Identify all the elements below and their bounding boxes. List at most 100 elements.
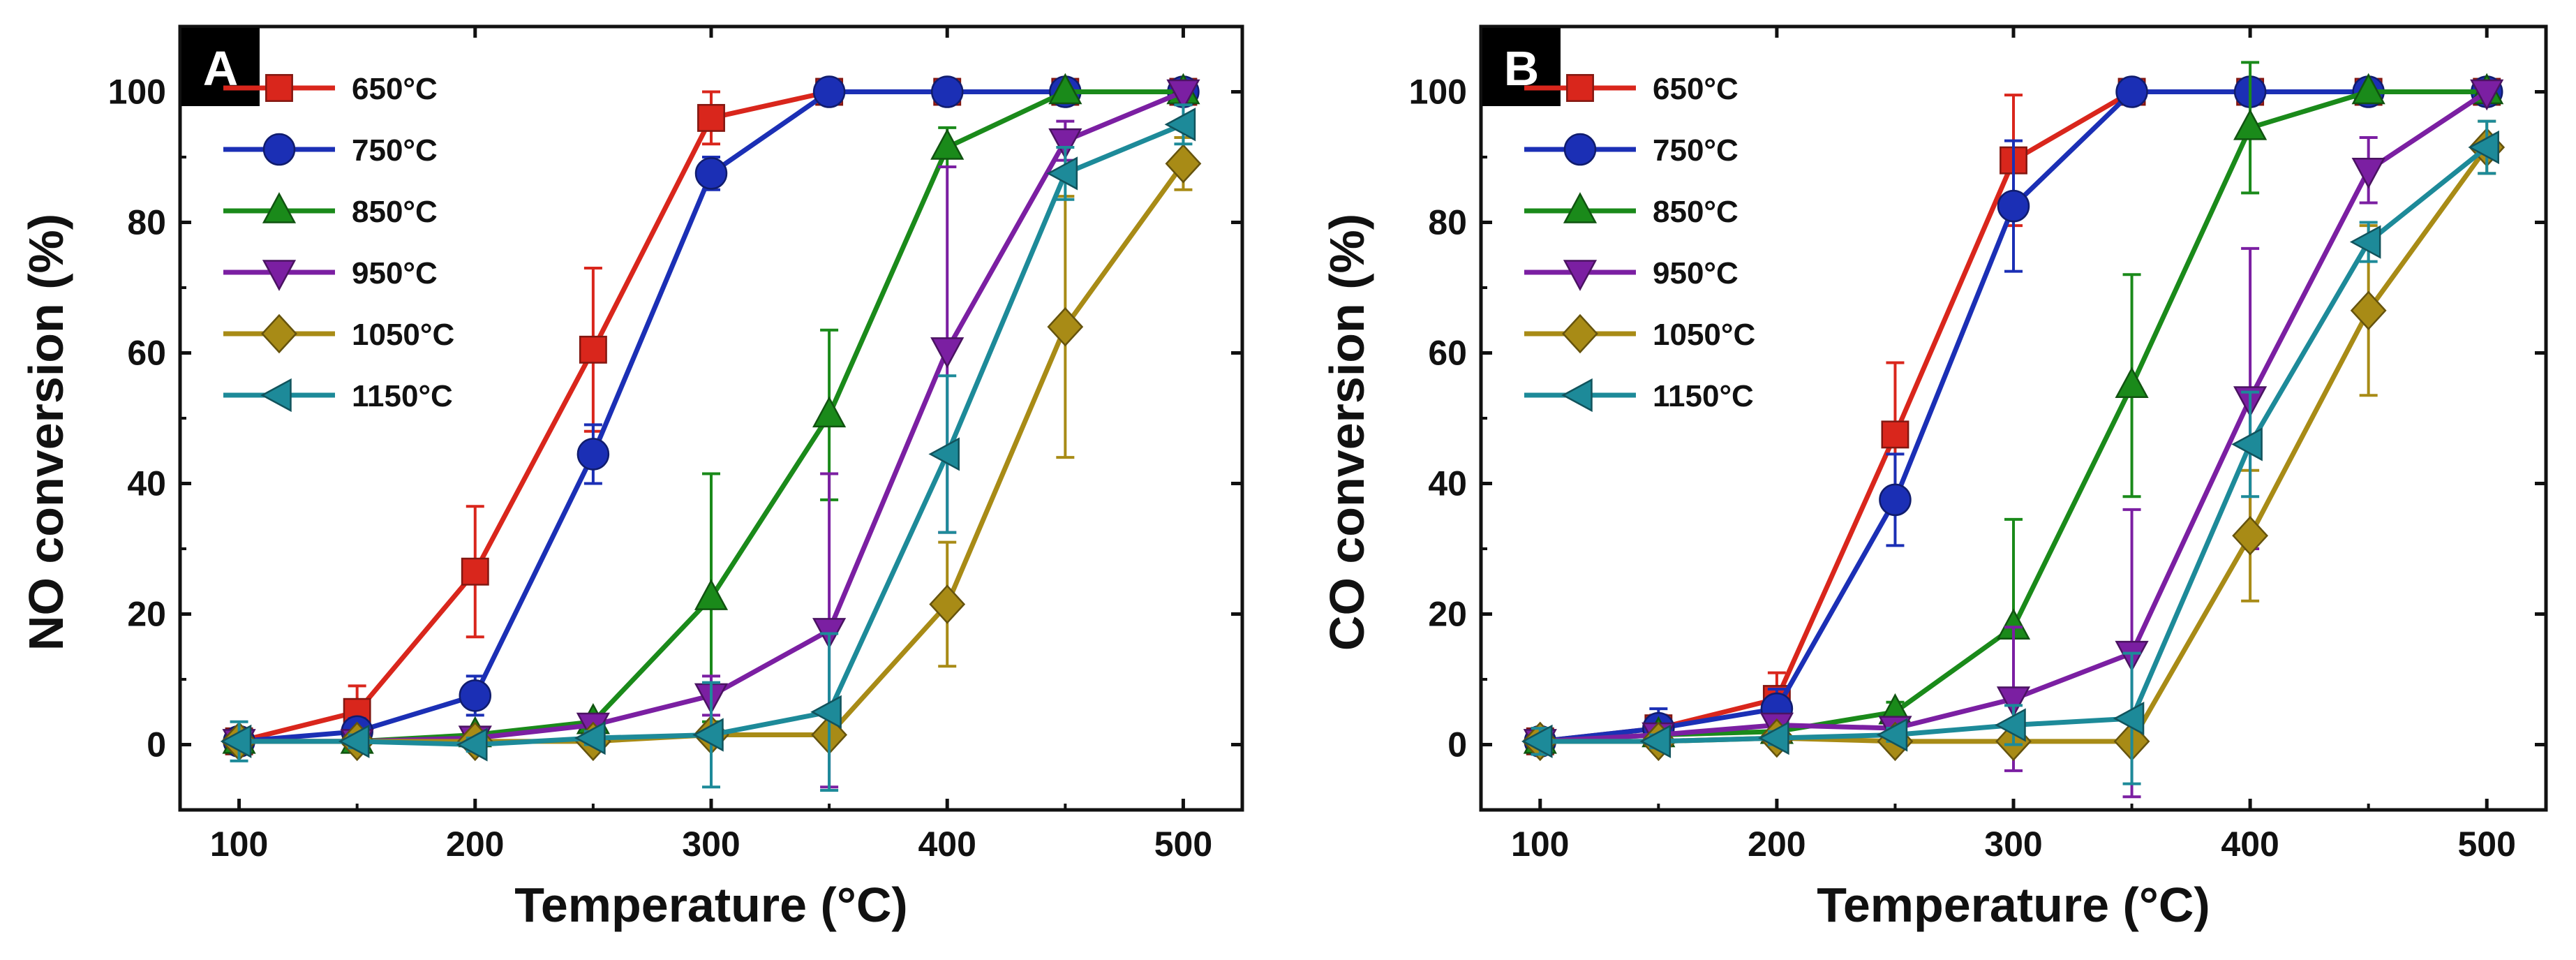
legend-entry: 950°C [1524,256,1739,291]
data-point [574,721,606,755]
legend-label: 850°C [352,195,438,229]
data-point [1166,79,1200,111]
legend-marker [1562,313,1598,354]
legend-marker [262,260,297,291]
legend-entry: 650°C [223,72,438,106]
legend-label: 850°C [1653,195,1739,229]
data-point [2113,702,2145,736]
data-point [2351,73,2385,105]
legend-entry: 1050°C [1524,313,1755,354]
data-point [2232,516,2269,556]
data-point [692,718,724,752]
x-tick-label: 500 [1154,825,1212,864]
data-point [2349,225,2381,259]
data-point [697,103,725,132]
data-point [694,157,728,190]
y-axis-title: NO conversion (%) [19,214,73,651]
y-tick-label: 80 [127,203,166,242]
legend-label: 1150°C [1653,379,1754,413]
legend-label: 950°C [352,256,438,290]
data-point [1876,718,1908,752]
panel-label-badge [181,28,260,106]
legend-marker [1563,133,1597,166]
legend-marker [1563,260,1598,291]
data-point [1995,708,2026,742]
data-point [2115,367,2149,398]
y-tick-label: 100 [1409,73,1467,112]
legend-marker [1563,192,1598,223]
y-tick-label: 20 [1428,595,1467,634]
x-axis-title: Temperature (°C) [1817,878,2210,932]
legend-marker [260,378,292,413]
x-tick-label: 300 [1984,825,2042,864]
y-tick-label: 100 [108,73,166,112]
y-tick-label: 60 [127,334,166,373]
y-axis-title: CO conversion (%) [1320,214,1374,651]
legend-marker [261,313,297,354]
data-point [930,128,965,160]
data-point [812,396,847,428]
legend-label: 950°C [1653,256,1739,290]
data-point [1047,307,1084,347]
data-point [1165,144,1202,184]
data-point [1758,721,1789,755]
y-tick-label: 40 [1428,464,1467,503]
x-tick-label: 200 [1748,825,1806,864]
y-tick-label: 60 [1428,334,1467,373]
legend-label: 1050°C [352,318,454,352]
data-point [1521,724,1553,758]
x-tick-label: 300 [682,825,740,864]
y-tick-label: 0 [147,725,166,765]
legend-label: 750°C [352,133,438,168]
legend-marker [262,192,297,223]
legend-entry: 1150°C [1524,378,1754,413]
legend-marker [265,74,293,102]
legend-entry: 950°C [223,256,438,291]
x-tick-label: 100 [210,825,268,864]
data-point [694,579,729,610]
data-point [461,557,489,586]
legend-entry: 850°C [223,192,438,229]
data-point [930,75,964,108]
data-point [812,75,846,108]
y-tick-label: 40 [127,464,166,503]
data-point [1639,724,1672,758]
legend-label: 1050°C [1653,318,1755,352]
legend-entry: 1050°C [223,313,454,354]
y-tick-label: 80 [1428,203,1467,242]
legend-entry: 1150°C [223,378,453,413]
series-5 [1521,119,2499,785]
data-point [2351,157,2385,189]
legend-marker [1566,74,1594,102]
data-point [930,337,965,369]
data-point [1996,686,2031,718]
data-point [1881,420,1909,449]
panel-A: 100 200 300 400 500 0 20 40 60 80 100 Temperature (… [19,24,1244,932]
data-point [2115,75,2148,108]
data-point [1997,189,2030,223]
data-point [2470,79,2504,111]
x-tick-label: 100 [1511,825,1569,864]
data-point [1048,128,1082,160]
legend-entry: 850°C [1524,192,1739,229]
legend-entry: 750°C [223,133,438,168]
data-point [2233,109,2268,140]
legend-marker [262,133,296,166]
data-point [1164,108,1196,142]
data-point [220,724,252,758]
y-tick-label: 20 [127,595,166,634]
data-point [579,335,607,364]
x-tick-label: 400 [2221,825,2279,864]
data-point [2350,290,2387,330]
legend-label: 650°C [352,72,438,106]
data-point [810,695,842,729]
data-point [2468,130,2499,165]
data-point [1048,73,1082,105]
y-tick-label: 0 [1447,725,1467,765]
data-point [1879,483,1912,517]
x-tick-label: 500 [2458,825,2516,864]
panel-label-badge [1482,28,1561,106]
data-point [929,584,966,624]
data-point [338,724,370,758]
